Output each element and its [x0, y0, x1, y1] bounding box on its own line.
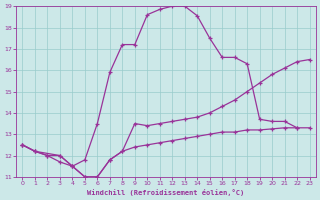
X-axis label: Windchill (Refroidissement éolien,°C): Windchill (Refroidissement éolien,°C) [87, 189, 245, 196]
